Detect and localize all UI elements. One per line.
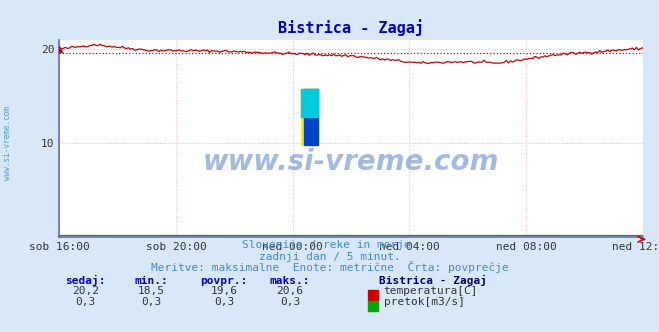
Bar <box>301 89 318 117</box>
Text: 20,6: 20,6 <box>277 287 303 296</box>
Text: min.:: min.: <box>134 276 169 286</box>
Text: www.si-vreme.com: www.si-vreme.com <box>3 106 13 180</box>
Text: Slovenija / reke in morje.: Slovenija / reke in morje. <box>242 240 417 250</box>
Text: maks.:: maks.: <box>270 276 310 286</box>
Text: sedaj:: sedaj: <box>65 275 106 286</box>
Text: 19,6: 19,6 <box>211 287 237 296</box>
Text: Meritve: maksimalne  Enote: metrične  Črta: povprečje: Meritve: maksimalne Enote: metrične Črta… <box>151 261 508 273</box>
Text: 20,2: 20,2 <box>72 287 99 296</box>
Text: temperatura[C]: temperatura[C] <box>384 287 478 296</box>
Text: 0,3: 0,3 <box>142 297 161 307</box>
Title: Bistrica - Zagaj: Bistrica - Zagaj <box>278 19 424 36</box>
Text: zadnji dan / 5 minut.: zadnji dan / 5 minut. <box>258 252 401 262</box>
Bar <box>304 89 318 144</box>
Bar <box>301 89 318 144</box>
Text: 0,3: 0,3 <box>280 297 300 307</box>
Text: 18,5: 18,5 <box>138 287 165 296</box>
Text: 0,3: 0,3 <box>76 297 96 307</box>
Text: Bistrica - Zagaj: Bistrica - Zagaj <box>379 275 487 286</box>
Text: povpr.:: povpr.: <box>200 276 248 286</box>
Text: 0,3: 0,3 <box>214 297 234 307</box>
Text: pretok[m3/s]: pretok[m3/s] <box>384 297 465 307</box>
Text: www.si-vreme.com: www.si-vreme.com <box>203 148 499 176</box>
